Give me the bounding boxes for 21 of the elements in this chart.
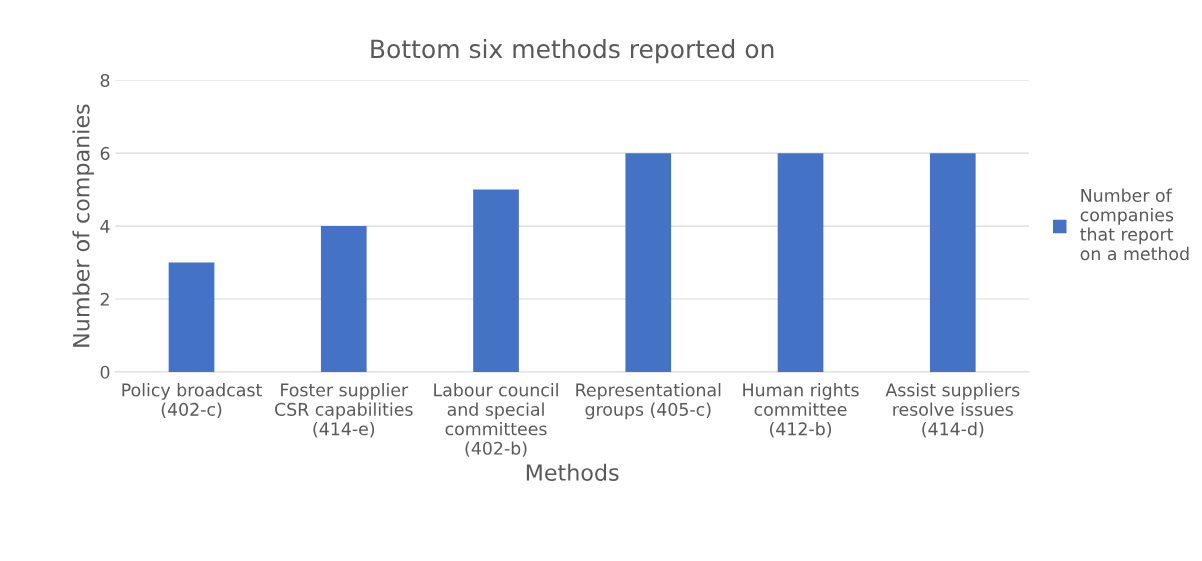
legend-label: Number of companies that report on a method (1080, 188, 1189, 261)
bar (625, 153, 672, 372)
y-tick-label: 4 (100, 220, 110, 233)
y-tick-label: 2 (100, 292, 109, 306)
x-tick-label: Representational groups (405-c) (576, 383, 721, 420)
x-tick-label: Labour council and special committees (402-b) (434, 383, 558, 457)
bar (777, 153, 824, 372)
chart-title: Bottom six methods reported on (371, 39, 774, 64)
x-tick-label: Policy broadcast (402-c) (122, 383, 262, 418)
x-tick-label: Assist suppliers resolve issues (414-d) (885, 383, 1020, 438)
x-axis-title: Methods (526, 463, 619, 481)
y-tick-label: 6 (100, 146, 110, 160)
bar (168, 262, 215, 372)
y-tick-label: 8 (100, 73, 110, 88)
bar (929, 153, 976, 372)
y-tick-label: 0 (100, 365, 110, 379)
bar (320, 226, 367, 372)
x-tick-label: Human rights committee (412-b) (743, 383, 859, 438)
bar (473, 189, 519, 372)
x-tick-label: Foster supplier CSR capabilities (414-e) (275, 383, 413, 438)
y-axis-title: Number of companies (72, 104, 94, 347)
